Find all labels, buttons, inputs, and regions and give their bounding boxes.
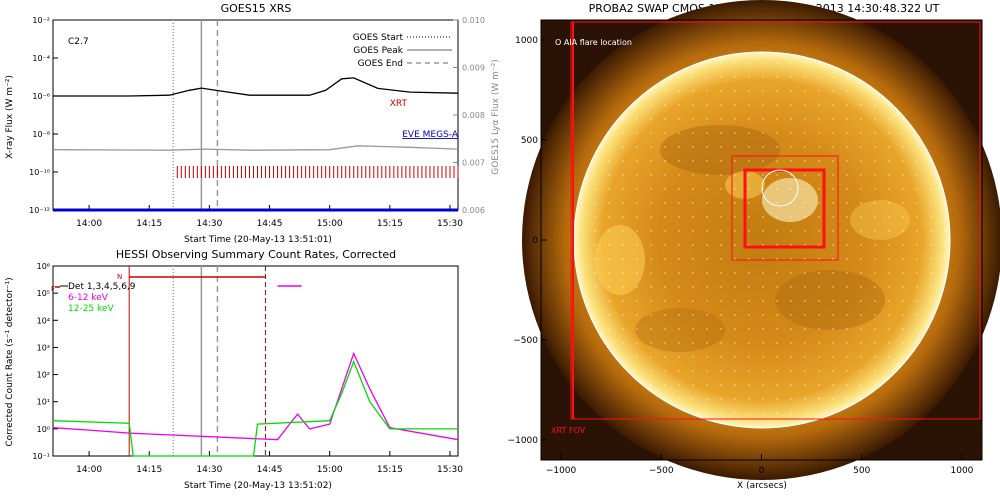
goes-xlabel: Start Time (20-May-13 13:51:01): [184, 235, 332, 245]
xrt-fov-box: [570, 21, 981, 420]
goes-event-lines: [172, 20, 219, 210]
goes-y-tick-label: 10⁻⁶: [32, 92, 50, 101]
swap-x-tick-label: −1000: [546, 466, 577, 476]
goes-ylabel-right: GOES15 Lyα Flux (W m⁻²): [491, 59, 501, 175]
hessi-x-tick-label: 15:30: [437, 465, 463, 475]
goes-right-tick-label: 0.009: [462, 64, 485, 73]
swap-y-tick-label: −500: [513, 336, 538, 346]
goes-x-tick-label: 15:30: [437, 219, 463, 229]
hessi-y-tick-label: 10²: [37, 371, 50, 380]
goes-series: [52, 77, 459, 212]
outer-red-box: [731, 155, 839, 261]
goes-x-tick-label: 14:45: [257, 219, 283, 229]
hessi-x-tick-label: 14:45: [257, 465, 283, 475]
swap-x-tick-label: 0: [759, 466, 765, 476]
hessi-x-tick-label: 14:15: [136, 465, 162, 475]
eve-series-label: EVE MEGS-A: [402, 130, 459, 140]
hessi-y-axis: 10⁶ 10⁵ 10⁴ 10³ 10² 10¹ 10⁰ 10⁻¹: [32, 262, 58, 461]
xrt-series-label: XRT: [390, 99, 408, 109]
goes-x-axis: 14:00 14:15 14:30 14:45 15:00 15:15 15:30: [76, 205, 463, 229]
hessi-x-tick-label: 14:30: [196, 465, 222, 475]
marker-n: N: [117, 273, 122, 281]
goes-y-tick-label: 10⁻²: [32, 16, 50, 25]
goes-x-tick-label: 15:00: [317, 219, 343, 229]
goes-right-tick-label: 0.007: [462, 159, 485, 168]
swap-y-tick-label: 1000: [515, 36, 538, 46]
hessi-y-tick-label: 10¹: [37, 398, 50, 407]
hessi-y-tick-label: 10⁵: [37, 289, 50, 298]
goes-x-tick-label: 14:30: [196, 219, 222, 229]
hessi-series-line-0: [52, 351, 459, 441]
inner-red-box: [743, 168, 826, 249]
hessi-title: HESSI Observing Summary Count Rates, Cor…: [116, 248, 396, 261]
hessi-y-tick-label: 10³: [37, 343, 50, 352]
legend-12-25: 12-25 keV: [68, 304, 114, 314]
swap-x-tick-label: −500: [649, 466, 674, 476]
goes-x-tick-label: 14:15: [136, 219, 162, 229]
hessi-ylabel: Corrected Count Rate (s⁻¹ detector⁻¹): [5, 277, 15, 446]
goes-y-tick-label: 10⁻¹⁰: [29, 168, 50, 177]
hessi-plot-frame: [52, 265, 459, 457]
swap-x-tick-label: 500: [853, 466, 870, 476]
goes-y-axis: 10⁻² 10⁻⁴ 10⁻⁶ 10⁻⁸ 10⁻¹⁰ 10⁻¹²: [29, 16, 58, 215]
legend-goes-end: GOES End: [358, 59, 403, 69]
hessi-x-tick-label: 15:15: [377, 465, 403, 475]
swap-panel: PROBA2 SWAP CMOS 1Kx1K 174 20-May-2013 1…: [508, 0, 1000, 491]
hessi-series: [52, 351, 459, 457]
hessi-y-tick-label: 10⁶: [37, 262, 50, 271]
swap-y-tick-label: −1000: [508, 436, 539, 446]
goes-right-tick-label: 0.006: [462, 206, 485, 215]
swap-y-tick-label: 500: [521, 136, 538, 146]
aia-flare-circle: [761, 169, 799, 207]
hessi-x-tick-label: 14:00: [76, 465, 102, 475]
hessi-y-tick-label: 10⁰: [37, 425, 50, 434]
goes-x-tick-label: 14:00: [76, 219, 102, 229]
goes-right-tick-label: 0.010: [462, 16, 485, 25]
goes-series-line-3: [52, 145, 459, 151]
swap-y-tick-label: 0: [532, 236, 538, 246]
hessi-y-tick-label: 10⁻¹: [32, 452, 50, 461]
goes-right-tick-label: 0.008: [462, 111, 485, 120]
goes-panel: GOES15 XRS 10⁻² 10⁻⁴ 10⁻⁶ 10⁻⁸ 10⁻¹⁰ 10⁻¹² 0.…: [5, 2, 501, 245]
goes-legend: GOES Start GOES Peak GOES End: [353, 33, 452, 69]
goes-x-tick-label: 15:15: [377, 219, 403, 229]
goes-y-tick-label: 10⁻⁴: [32, 54, 50, 63]
swap-x-axis: −1000 −500 0 500 1000: [546, 454, 974, 476]
hessi-panel: HESSI Observing Summary Count Rates, Cor…: [5, 248, 463, 491]
hessi-y-tick-label: 10⁴: [37, 316, 50, 325]
hessi-xlabel: Start Time (20-May-13 13:51:02): [184, 481, 332, 491]
xrt-fov-label: XRT FOV: [551, 426, 586, 435]
hessi-legend: Det 1,3,4,5,6,9 6-12 keV 12-25 keV F N: [51, 273, 136, 314]
goes-series-line-2: [53, 77, 459, 97]
legend-det-header: Det 1,3,4,5,6,9: [68, 282, 136, 292]
hessi-x-tick-label: 15:00: [317, 465, 343, 475]
goes-y-tick-label: 10⁻¹²: [29, 206, 50, 215]
goes-y-tick-label: 10⁻⁸: [32, 130, 50, 139]
legend-goes-start: GOES Start: [353, 33, 404, 43]
goes-annotation: C2.7: [68, 37, 89, 47]
swap-x-tick-label: 1000: [951, 466, 974, 476]
hessi-series-line-1: [52, 359, 458, 457]
sun-features: [574, 52, 950, 428]
goes-title: GOES15 XRS: [221, 2, 292, 15]
swap-y-axis: 1000 500 0 −500 −1000: [508, 36, 547, 446]
hessi-x-axis: 14:00 14:15 14:30 14:45 15:00 15:15 15:30: [76, 451, 463, 475]
swap-xlabel: X (arcsecs): [737, 481, 787, 491]
aia-flare-label: O AIA flare location: [555, 38, 632, 47]
legend-6-12: 6-12 keV: [68, 293, 109, 303]
legend-goes-peak: GOES Peak: [353, 46, 403, 56]
marker-f: F: [51, 285, 55, 293]
goes-ylabel-left: X-ray Flux (W m⁻²): [5, 75, 15, 159]
